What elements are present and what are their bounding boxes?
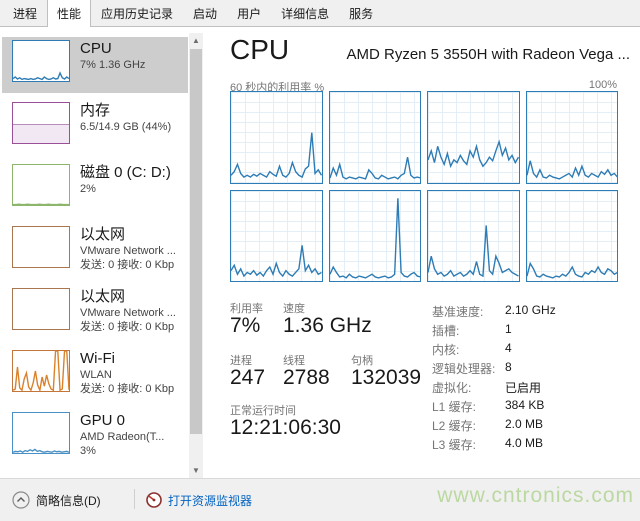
sidebar-wifi-title: Wi-Fi [80,350,115,367]
sidebar-scrollbar[interactable]: ▲ ▼ [189,33,203,478]
tab-app-history[interactable]: 应用历史记录 [101,7,174,21]
l1-cache-label: L1 缓存: [432,400,477,414]
cpu-mini-graph [12,40,70,82]
sidebar-gpu-adapter: AMD Radeon(T... [80,431,165,443]
threads-label: 线程 [283,355,305,367]
uptime-value: 12:21:06:30 [230,416,341,439]
sidebar-wifi-stats: 发送: 0 接收: 0 Kbp [80,383,175,395]
sidebar-item-memory[interactable]: 内存 6.5/14.9 GB (44%) [2,99,188,155]
cpu-core-graph-3 [427,91,520,184]
sidebar-ethernet2-stats: 发送: 0 接收: 0 Kbp [80,321,175,333]
chevron-up-circle-icon [12,491,30,509]
speed-value: 1.36 GHz [283,314,372,337]
sidebar-gpu-title: GPU 0 [80,412,126,429]
scrollbar-thumb[interactable] [190,49,202,434]
footer-divider [134,489,135,509]
watermark-text: www.cntronics.com [437,484,634,507]
sidebar-item-disk[interactable]: 磁盘 0 (C: D:) 2% [2,161,188,217]
cpu-core-graph-2 [328,91,421,184]
handles-label: 句柄 [351,355,373,367]
gpu-mini-graph [12,412,70,454]
fewer-details-button[interactable]: 简略信息(D) [12,489,101,511]
sidebar-item-wifi[interactable]: Wi-Fi WLAN 发送: 0 接收: 0 Kbp [2,347,188,403]
panel-title: CPU [230,34,290,65]
sidebar-item-ethernet-2[interactable]: 以太网 VMware Network ... 发送: 0 接收: 0 Kbp [2,285,188,341]
fewer-details-label: 简略信息(D) [36,493,101,508]
wifi-mini-graph [12,350,70,392]
disk-mini-graph [12,164,70,206]
cpu-core-graph-4 [525,91,618,184]
sidebar-memory-stats: 6.5/14.9 GB (44%) [80,121,172,133]
speed-label: 速度 [283,303,305,315]
sockets-value: 1 [505,322,512,336]
chart-max-label: 100% [588,79,617,91]
open-resource-monitor-link[interactable]: 打开资源监视器 [146,489,252,511]
tab-bar: 进程 性能 应用历史记录 启动 用户 详细信息 服务 [0,0,640,27]
sidebar-ethernet2-adapter: VMware Network ... [80,307,176,319]
processes-label: 进程 [230,355,252,367]
base-speed-label: 基准速度: [432,305,484,319]
sidebar-gpu-stats: 3% [80,445,96,457]
utilization-label: 利用率 [230,303,263,315]
sidebar-ethernet1-stats: 发送: 0 接收: 0 Kbp [80,259,175,271]
tab-details[interactable]: 详细信息 [281,7,330,21]
cores-label: 内核: [432,343,460,357]
footer-bar: 简略信息(D) 打开资源监视器 [0,478,640,521]
performance-sidebar: CPU 7% 1.36 GHz 内存 6.5/14.9 GB (44%) 磁盘 … [0,28,204,478]
cpu-core-graph-1 [230,91,323,184]
sidebar-ethernet1-title: 以太网 [80,226,126,243]
scrollbar-up-arrow-icon[interactable]: ▲ [189,33,203,48]
tab-performance[interactable]: 性能 [47,0,92,27]
utilization-value: 7% [230,314,261,337]
cpu-core-graph-5 [230,189,323,282]
l3-cache-value: 4.0 MB [505,436,544,450]
cpu-core-graph-6 [328,189,421,282]
open-resource-monitor-label: 打开资源监视器 [168,493,253,508]
ethernet2-mini-graph [12,288,70,330]
l2-cache-label: L2 缓存: [432,419,477,433]
l2-cache-value: 2.0 MB [505,417,544,431]
virtualization-label: 虚拟化: [432,381,472,395]
processes-value: 247 [230,366,266,389]
sidebar-item-cpu[interactable]: CPU 7% 1.36 GHz [2,37,188,93]
virtualization-value: 已启用 [505,381,542,395]
cpu-model-name: AMD Ryzen 5 3550H with Radeon Vega ... [346,46,631,63]
sidebar-wifi-adapter: WLAN [80,369,112,381]
sidebar-ethernet2-title: 以太网 [80,288,126,305]
uptime-label: 正常运行时间 [230,405,296,417]
ethernet1-mini-graph [12,226,70,268]
logical-processors-label: 逻辑处理器: [432,362,496,376]
tab-services[interactable]: 服务 [349,7,374,21]
sidebar-cpu-stats: 7% 1.36 GHz [80,59,146,71]
resource-monitor-icon [146,492,162,508]
handles-value: 132039 [351,366,422,389]
base-speed-value: 2.10 GHz [505,303,556,317]
logical-processor-graphs [230,91,618,282]
cpu-core-graph-7 [427,189,520,282]
sidebar-cpu-title: CPU [80,40,112,57]
memory-mini-graph [12,102,70,144]
sidebar-memory-title: 内存 [80,102,111,119]
threads-value: 2788 [283,366,330,389]
sidebar-item-gpu[interactable]: GPU 0 AMD Radeon(T... 3% [2,409,188,465]
cores-value: 4 [505,341,512,355]
cpu-panel: CPU AMD Ryzen 5 3550H with Radeon Vega .… [205,28,640,478]
tab-processes[interactable]: 进程 [13,7,38,21]
sidebar-item-ethernet-1[interactable]: 以太网 VMware Network ... 发送: 0 接收: 0 Kbp [2,223,188,279]
sockets-label: 插槽: [432,324,460,338]
tab-startup[interactable]: 启动 [193,7,218,21]
l3-cache-label: L3 缓存: [432,438,477,452]
logical-processors-value: 8 [505,360,512,374]
sidebar-disk-title: 磁盘 0 (C: D:) [80,164,171,181]
scrollbar-down-arrow-icon[interactable]: ▼ [189,463,203,478]
cpu-core-graph-8 [525,189,618,282]
sidebar-disk-stats: 2% [80,183,96,195]
l1-cache-value: 384 KB [505,398,545,412]
tab-users[interactable]: 用户 [237,7,262,21]
sidebar-ethernet1-adapter: VMware Network ... [80,245,176,257]
